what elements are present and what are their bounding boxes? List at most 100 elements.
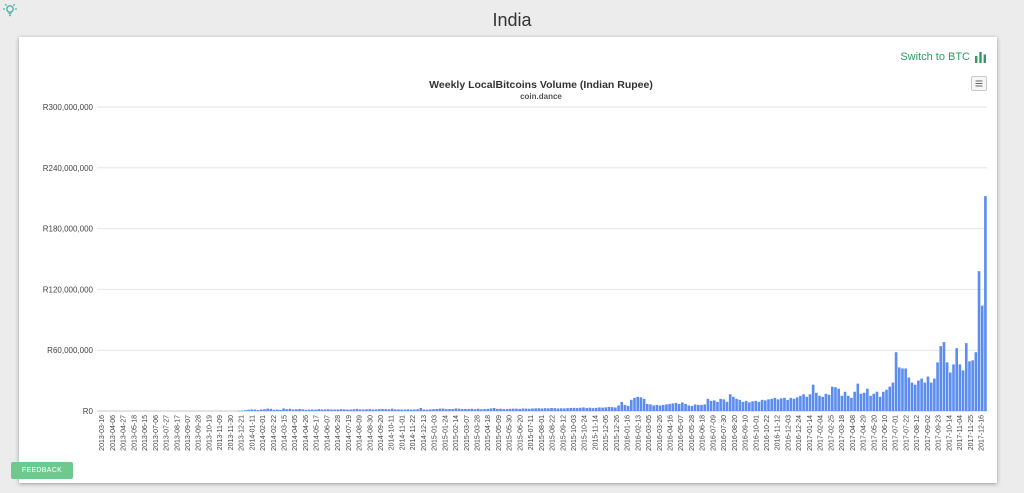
bar xyxy=(773,397,777,411)
bar xyxy=(559,408,563,411)
chart-menu-button[interactable] xyxy=(971,76,987,91)
bar xyxy=(719,398,722,411)
bar xyxy=(387,409,391,411)
x-tick-label: 2015-03-28 xyxy=(475,415,482,451)
bar xyxy=(362,409,365,411)
bar xyxy=(588,407,592,411)
bar xyxy=(301,409,305,411)
bar xyxy=(355,408,359,411)
bar xyxy=(913,384,917,411)
bar xyxy=(502,409,506,411)
bar xyxy=(553,408,557,411)
bar xyxy=(307,409,311,411)
chart-card: Switch to BTC Weekly LocalBitcoins Volum… xyxy=(19,37,997,483)
x-tick-label: 2015-10-03 xyxy=(571,415,578,451)
x-tick-label: 2015-07-11 xyxy=(528,415,535,450)
bar xyxy=(547,408,550,411)
bar xyxy=(566,408,569,411)
x-tick-label: 2015-01-03 xyxy=(432,415,439,451)
bar xyxy=(253,409,257,411)
x-tick-label: 2017-11-04 xyxy=(957,415,964,450)
bar xyxy=(444,409,448,411)
x-tick-label: 2014-06-28 xyxy=(335,415,342,451)
bar xyxy=(674,402,678,411)
bar xyxy=(256,409,260,411)
bar xyxy=(904,368,907,411)
x-tick-label: 2014-03-15 xyxy=(281,415,288,451)
x-tick-label: 2014-11-22 xyxy=(410,415,417,450)
x-tick-label: 2015-05-09 xyxy=(496,415,503,451)
bar xyxy=(263,409,266,411)
bar xyxy=(413,409,416,411)
x-tick-label: 2016-07-30 xyxy=(721,415,728,451)
bar xyxy=(556,408,560,411)
bar xyxy=(275,409,279,411)
bar xyxy=(767,399,770,411)
bar xyxy=(422,409,426,411)
x-tick-label: 2015-10-24 xyxy=(582,415,589,451)
x-tick-label: 2017-02-25 xyxy=(828,415,835,451)
bar xyxy=(977,271,981,411)
bar xyxy=(869,395,872,411)
bar xyxy=(741,401,745,411)
bar xyxy=(397,409,400,411)
x-tick-label: 2017-06-10 xyxy=(882,415,889,451)
bar xyxy=(786,399,789,411)
bar xyxy=(330,409,333,411)
bar xyxy=(958,364,962,411)
bar xyxy=(792,398,796,411)
bar xyxy=(856,383,860,411)
bar xyxy=(751,401,754,411)
chart-subtitle: coin.dance xyxy=(520,92,562,101)
x-tick-label: 2013-11-09 xyxy=(217,415,224,450)
bar xyxy=(537,408,541,411)
bar xyxy=(298,409,301,411)
x-tick-label: 2016-03-26 xyxy=(657,415,664,451)
bar xyxy=(492,407,496,411)
bar xyxy=(304,409,308,411)
bar xyxy=(480,409,483,411)
bar xyxy=(859,393,863,411)
x-tick-label: 2016-07-09 xyxy=(710,415,717,451)
bar xyxy=(642,398,646,411)
bar xyxy=(346,409,349,411)
bar xyxy=(665,404,668,411)
bar xyxy=(971,360,974,411)
bar xyxy=(272,409,276,411)
x-tick-label: 2014-07-19 xyxy=(346,415,353,451)
bar xyxy=(875,391,879,411)
lightbulb-icon[interactable] xyxy=(2,2,18,18)
feedback-button[interactable]: FEEDBACK xyxy=(11,462,73,479)
bar xyxy=(779,398,783,411)
bar xyxy=(460,409,464,411)
x-tick-label: 2015-12-26 xyxy=(614,415,621,451)
bar xyxy=(269,408,273,411)
bar xyxy=(840,395,844,411)
x-tick-label: 2015-12-05 xyxy=(603,415,610,451)
bar xyxy=(872,393,876,411)
switch-currency-button[interactable]: Switch to BTC xyxy=(900,51,987,63)
bar xyxy=(949,372,952,411)
bar xyxy=(738,399,742,411)
bar xyxy=(805,396,809,411)
bar xyxy=(358,409,362,411)
bar xyxy=(374,409,378,411)
bar-chart-icon xyxy=(974,51,987,63)
y-tick-label: R120,000,000 xyxy=(43,285,94,294)
bar xyxy=(448,408,451,411)
x-tick-label: 2014-08-09 xyxy=(357,415,364,451)
bar xyxy=(279,409,282,411)
y-tick-label: R240,000,000 xyxy=(43,164,94,173)
x-tick-label: 2016-05-07 xyxy=(678,415,685,451)
bar xyxy=(744,400,748,411)
bar xyxy=(837,388,840,411)
bar xyxy=(725,401,729,411)
bar xyxy=(323,409,327,411)
y-tick-label: R180,000,000 xyxy=(43,225,94,234)
bar xyxy=(620,401,624,411)
bar xyxy=(333,409,336,411)
bar xyxy=(894,352,898,411)
bar xyxy=(390,408,394,411)
bar xyxy=(467,408,470,411)
bar xyxy=(617,405,620,411)
